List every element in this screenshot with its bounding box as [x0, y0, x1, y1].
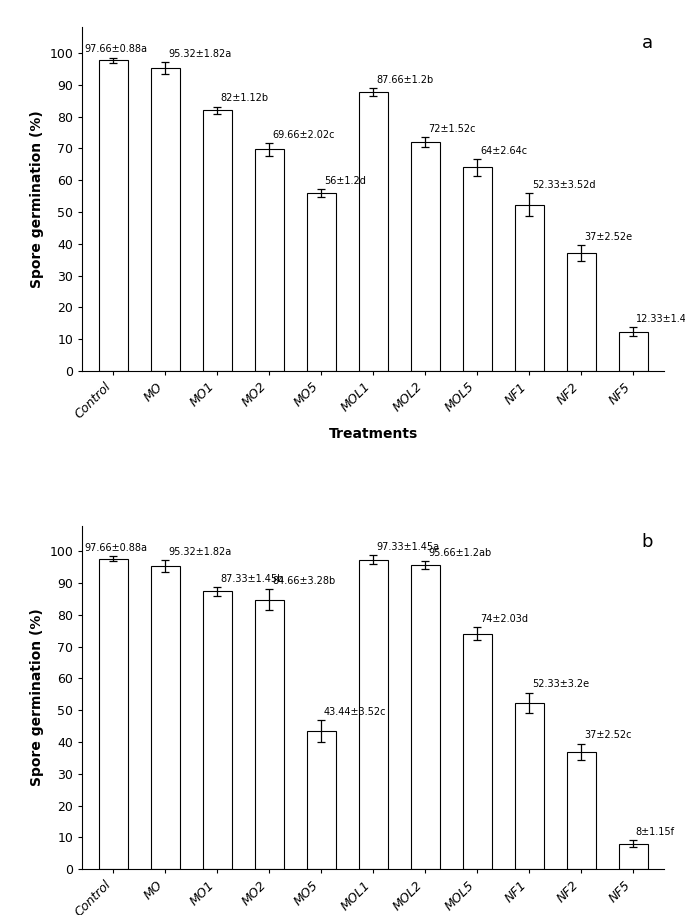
Text: 95.32±1.82a: 95.32±1.82a — [168, 48, 232, 59]
Y-axis label: Spore germination (%): Spore germination (%) — [29, 111, 44, 288]
Bar — [411, 565, 440, 869]
Text: 64±2.64c: 64±2.64c — [480, 145, 527, 156]
Text: 87.33±1.45b: 87.33±1.45b — [220, 574, 284, 584]
Bar — [151, 68, 179, 371]
Text: a: a — [642, 35, 653, 52]
Bar — [619, 844, 647, 869]
Bar — [151, 566, 179, 869]
Bar — [567, 253, 595, 371]
Bar — [307, 731, 336, 869]
Text: 52.33±3.2e: 52.33±3.2e — [532, 680, 589, 689]
X-axis label: Treatments: Treatments — [329, 427, 418, 441]
Text: 84.66±3.28b: 84.66±3.28b — [272, 576, 335, 587]
Bar — [463, 167, 492, 371]
Text: 72±1.52c: 72±1.52c — [428, 124, 475, 134]
Text: 52.33±3.52d: 52.33±3.52d — [532, 180, 595, 190]
Bar — [567, 751, 595, 869]
Text: 8±1.15f: 8±1.15f — [636, 827, 675, 837]
Bar — [515, 703, 544, 869]
Bar — [619, 332, 647, 371]
Text: 97.66±0.88a: 97.66±0.88a — [85, 44, 148, 54]
Text: 43.44±3.52c: 43.44±3.52c — [324, 706, 386, 716]
Bar — [411, 142, 440, 371]
Bar — [463, 634, 492, 869]
Text: 37±2.52c: 37±2.52c — [584, 730, 632, 740]
Text: 69.66±2.02c: 69.66±2.02c — [272, 130, 334, 140]
Bar — [255, 600, 284, 869]
Bar — [203, 591, 232, 869]
Bar — [203, 110, 232, 371]
Bar — [359, 560, 388, 869]
Text: 37±2.52e: 37±2.52e — [584, 232, 632, 242]
Bar — [359, 92, 388, 371]
Bar — [307, 193, 336, 371]
Text: 95.66±1.2ab: 95.66±1.2ab — [428, 548, 491, 558]
Bar — [255, 149, 284, 371]
Y-axis label: Spore germination (%): Spore germination (%) — [29, 608, 44, 786]
Text: 74±2.03d: 74±2.03d — [480, 614, 528, 624]
Text: 97.66±0.88a: 97.66±0.88a — [85, 543, 148, 553]
Text: 82±1.12b: 82±1.12b — [220, 93, 268, 103]
Text: b: b — [641, 533, 653, 551]
Text: 87.66±1.2b: 87.66±1.2b — [376, 75, 433, 85]
Bar — [99, 60, 127, 371]
Bar — [515, 205, 544, 371]
Text: 97.33±1.45a: 97.33±1.45a — [376, 542, 439, 552]
Text: 56±1.2d: 56±1.2d — [324, 176, 366, 186]
Text: 12.33±1.45f: 12.33±1.45f — [636, 314, 685, 324]
Text: 95.32±1.82a: 95.32±1.82a — [168, 547, 232, 557]
Bar — [99, 558, 127, 869]
